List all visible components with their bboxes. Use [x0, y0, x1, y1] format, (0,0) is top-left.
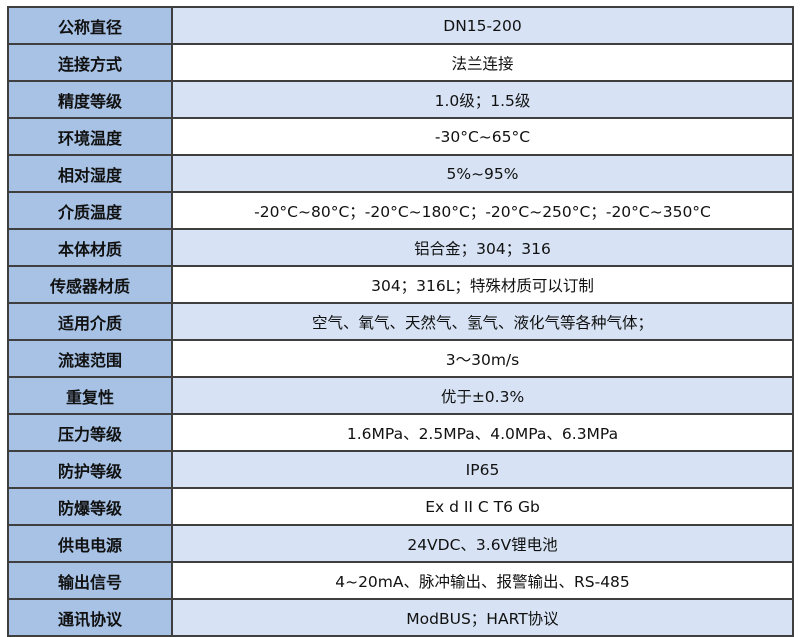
table-row: 防护等级 IP65 [7, 450, 794, 489]
spec-value: 24VDC、3.6V锂电池 [171, 524, 794, 563]
spec-value: -30°C~65°C [171, 117, 794, 156]
table-row: 通讯协议 ModBUS；HART协议 [7, 598, 794, 637]
table-row: 传感器材质 304；316L；特殊材质可以订制 [7, 265, 794, 304]
spec-value: ModBUS；HART协议 [171, 598, 794, 637]
table-row: 流速范围 3～30m/s [7, 339, 794, 378]
spec-label: 环境温度 [7, 117, 173, 156]
spec-value: -20°C~80°C；-20°C~180°C；-20°C~250°C；-20°C… [171, 191, 794, 230]
table-row: 供电电源 24VDC、3.6V锂电池 [7, 524, 794, 563]
spec-label: 相对湿度 [7, 154, 173, 193]
spec-value: DN15-200 [171, 6, 794, 45]
spec-label: 防爆等级 [7, 487, 173, 526]
table-row: 输出信号 4~20mA、脉冲输出、报警输出、RS-485 [7, 561, 794, 600]
table-row: 重复性 优于±0.3% [7, 376, 794, 415]
table-row: 连接方式 法兰连接 [7, 43, 794, 82]
spec-value: Ex d II C T6 Gb [171, 487, 794, 526]
spec-label: 连接方式 [7, 43, 173, 82]
spec-value: 5%~95% [171, 154, 794, 193]
table-row: 精度等级 1.0级；1.5级 [7, 80, 794, 119]
spec-label: 通讯协议 [7, 598, 173, 637]
table-row: 适用介质 空气、氧气、天然气、氢气、液化气等各种气体； [7, 302, 794, 341]
table-row: 环境温度 -30°C~65°C [7, 117, 794, 156]
spec-label: 适用介质 [7, 302, 173, 341]
spec-value: 1.0级；1.5级 [171, 80, 794, 119]
spec-value: 铝合金；304；316 [171, 228, 794, 267]
spec-value: 空气、氧气、天然气、氢气、液化气等各种气体； [171, 302, 794, 341]
spec-label: 介质温度 [7, 191, 173, 230]
spec-label: 压力等级 [7, 413, 173, 452]
spec-value: 4~20mA、脉冲输出、报警输出、RS-485 [171, 561, 794, 600]
spec-label: 流速范围 [7, 339, 173, 378]
spec-value: 3～30m/s [171, 339, 794, 378]
spec-value: 1.6MPa、2.5MPa、4.0MPa、6.3MPa [171, 413, 794, 452]
spec-table: 公称直径 DN15-200 连接方式 法兰连接 精度等级 1.0级；1.5级 环境温度 -30… [7, 6, 794, 637]
spec-value: 304；316L；特殊材质可以订制 [171, 265, 794, 304]
table-row: 介质温度 -20°C~80°C；-20°C~180°C；-20°C~250°C；-… [7, 191, 794, 230]
table-row: 公称直径 DN15-200 [7, 6, 794, 45]
table-row: 本体材质 铝合金；304；316 [7, 228, 794, 267]
table-row: 压力等级 1.6MPa、2.5MPa、4.0MPa、6.3MPa [7, 413, 794, 452]
spec-label: 重复性 [7, 376, 173, 415]
table-row: 防爆等级 Ex d II C T6 Gb [7, 487, 794, 526]
spec-label: 输出信号 [7, 561, 173, 600]
spec-label: 防护等级 [7, 450, 173, 489]
spec-label: 公称直径 [7, 6, 173, 45]
spec-value: 法兰连接 [171, 43, 794, 82]
spec-label: 本体材质 [7, 228, 173, 267]
spec-label: 精度等级 [7, 80, 173, 119]
spec-value: IP65 [171, 450, 794, 489]
spec-value: 优于±0.3% [171, 376, 794, 415]
spec-label: 供电电源 [7, 524, 173, 563]
spec-label: 传感器材质 [7, 265, 173, 304]
table-row: 相对湿度 5%~95% [7, 154, 794, 193]
